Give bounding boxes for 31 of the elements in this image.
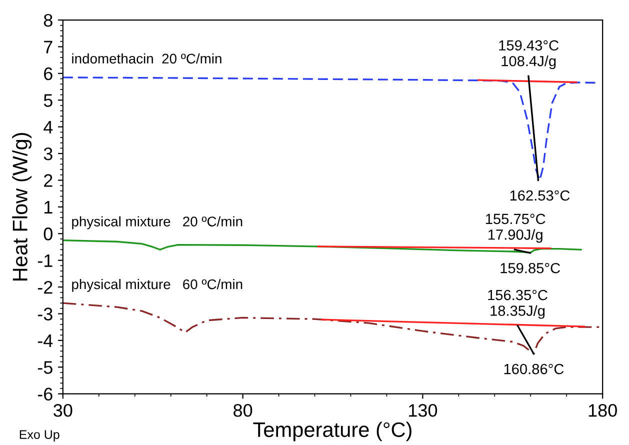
annotation: 155.75°C 17.90J/g <box>486 214 546 243</box>
y-tick-label: -2 <box>38 280 52 294</box>
annotation: 160.86°C <box>504 364 564 374</box>
y-tick-label: 3 <box>44 147 52 160</box>
y-tick-label: 5 <box>44 94 52 107</box>
series-label: indomethacin 20 ºC/min <box>72 53 222 64</box>
x-tick-label: 80 <box>234 404 252 417</box>
series-label: physical mixture 60 ºC/min <box>72 278 242 292</box>
annotation: 162.53°C <box>510 190 570 201</box>
y-tick-label: 6 <box>44 67 52 80</box>
y-axis-title: Heat Flow (W/g) <box>12 132 32 280</box>
annotation: 156.35°C 18.35J/g <box>488 290 548 319</box>
y-tick-label: 1 <box>44 201 52 214</box>
annotation: 159.85°C <box>500 262 560 274</box>
y-tick-label: -6 <box>38 388 52 401</box>
y-tick-label: 8 <box>44 14 52 27</box>
y-tick-label: 4 <box>44 120 53 134</box>
y-tick-label: 0 <box>44 228 52 240</box>
y-tick-label: 7 <box>44 40 52 54</box>
x-tick-label: 30 <box>54 404 72 417</box>
x-axis-title: Temperature (°C) <box>253 422 412 442</box>
x-tick-label: 130 <box>409 404 438 417</box>
y-tick-label: -4 <box>38 334 53 347</box>
y-tick-label: -1 <box>38 254 52 267</box>
series-label: physical mixture 20 ºC/min <box>72 216 242 230</box>
y-tick-label: -3 <box>38 308 52 320</box>
text: Exo Up <box>20 430 60 442</box>
annotation: 159.43°C 108.4J/g <box>499 40 559 70</box>
y-tick-label: 2 <box>44 174 52 187</box>
y-tick-label: -5 <box>38 361 52 374</box>
x-tick-label: 180 <box>588 404 617 417</box>
